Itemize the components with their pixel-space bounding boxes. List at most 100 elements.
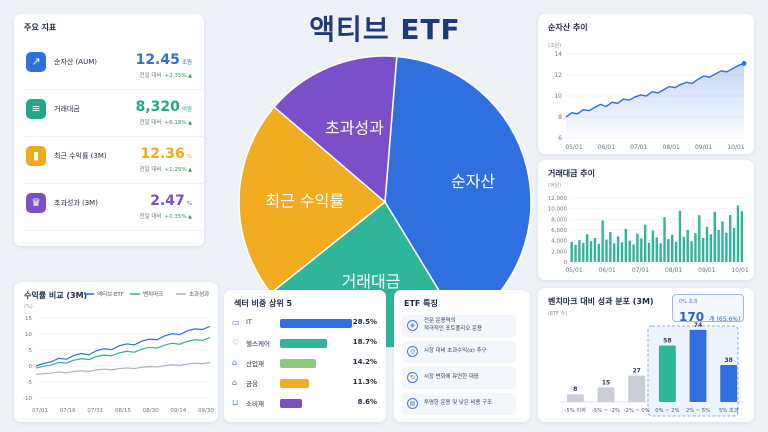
- volume-bar: [725, 232, 728, 262]
- aum-title: 순자산 추이: [548, 23, 588, 32]
- pie-label: 거래대금: [342, 272, 401, 291]
- dist-bar: [628, 375, 646, 402]
- dist-bar-value: 27: [632, 368, 640, 375]
- y-tick-label: 12: [554, 72, 562, 79]
- sector-bar: [280, 319, 352, 328]
- x-tick-label: 08/30: [143, 408, 159, 414]
- volume-bar: [628, 240, 631, 262]
- return-title: 수익률 비교 (3M): [24, 291, 88, 300]
- dist-callout: 0% 초과 170 개 (65.6%): [672, 294, 744, 324]
- volume-bar: [616, 236, 620, 262]
- volume-bar: [671, 234, 674, 262]
- y-tick-label: 2,000: [551, 249, 567, 255]
- kpi-item: ≡ 거래대금 8,320 억원 전일 대비 +6.18% ▲: [24, 91, 204, 137]
- sector-name: 헬스케어: [246, 340, 270, 348]
- aum-unit: (조원): [548, 43, 562, 49]
- feature-text: 시장 대비 초과수익(α) 추구: [424, 348, 512, 356]
- x-tick-label: 09/30: [198, 408, 214, 414]
- kpi-number: 2.47: [150, 193, 185, 209]
- kpi-change-value: +1.25%: [164, 167, 187, 173]
- kpi-change-label: 전일 대비: [139, 214, 162, 220]
- volume-bar: [732, 227, 736, 262]
- volume-bar: [674, 241, 678, 262]
- pie-label: 최근 수익률: [265, 192, 344, 211]
- dist-category: -5% 이하: [565, 406, 587, 414]
- aum-area: [566, 63, 744, 139]
- kpi-label: 순자산 (AUM): [54, 58, 97, 66]
- feature-item: ▤ 투명한 운용 및 낮은 비용 구조: [402, 393, 516, 415]
- aum-end-point: [741, 61, 747, 66]
- kpi-change-value: +0.35%: [164, 214, 187, 220]
- dist-bar: [597, 387, 615, 402]
- volume-bar: [729, 215, 732, 262]
- aum-card: 순자산 추이 (조원) 14 12 10 8 6 05/01 06/01 07/01 08/01…: [538, 14, 754, 154]
- dist-category: -2% ~ 0%: [624, 408, 650, 414]
- kpi-number: 12.45: [135, 52, 180, 68]
- kpi-change-value: +6.18%: [164, 120, 187, 126]
- sector-pct: 28.5%: [352, 318, 377, 326]
- volume-bar: [601, 220, 604, 262]
- volume-bar: [678, 210, 682, 262]
- aum-line: [565, 62, 745, 118]
- dist-callout-value: 170: [679, 310, 705, 324]
- feature-text: 시장 변화에 유연한 대응: [424, 374, 512, 382]
- dist-title: 벤치마크 대비 성과 분포 (3M): [548, 297, 654, 306]
- sector-name: 금융: [246, 380, 258, 388]
- x-tick-label: 08/15: [115, 408, 131, 414]
- x-tick-label: 08/01: [665, 267, 682, 274]
- sector-name: 소비재: [246, 400, 264, 408]
- volume-bar: [651, 230, 655, 262]
- dist-category: 2% ~ 5%: [686, 408, 710, 414]
- legend-label: 액티브 ETF: [97, 290, 124, 298]
- x-tick-label: 09/01: [695, 144, 712, 151]
- dist-bar-value: 74: [694, 322, 702, 329]
- kpi-change: 전일 대비 +0.35% ▲: [139, 212, 192, 220]
- sector-name: 산업재: [246, 360, 264, 368]
- volume-bar: [655, 237, 658, 262]
- sector-pct: 14.2%: [352, 358, 377, 366]
- dist-unit: (ETF 수): [548, 311, 568, 317]
- feature-item: ◎ 시장 대비 초과수익(α) 추구: [402, 341, 516, 363]
- kpi-label: 거래대금: [54, 105, 80, 113]
- dist-callout-sub: 개 (65.6%): [709, 316, 741, 323]
- volume-bar: [589, 241, 593, 262]
- features-title: ETF 특징: [404, 299, 438, 308]
- kpi-value: 2.47%: [150, 193, 192, 209]
- volume-bar: [643, 224, 647, 262]
- sector-name: IT: [246, 318, 252, 326]
- kpi-card: 주요 지표 ↗ 순자산 (AUM) 12.45 조원 전일 대비 +2.35% ▲ ≡ 거래대…: [14, 14, 204, 246]
- up-arrow-icon: ▲: [186, 73, 192, 79]
- bank-icon: ⌂: [232, 378, 238, 387]
- dist-bar-value: 8: [573, 386, 577, 393]
- volume-bar: [709, 234, 713, 262]
- y-tick-label: 8: [558, 114, 562, 121]
- y-tick-label: 12,000: [548, 196, 568, 202]
- feature-line: 시장 변화에 유연한 대응: [424, 374, 479, 380]
- volume-bar: [717, 230, 720, 262]
- return-card: 수익률 비교 (3M) (%) 액티브 ETF 벤치마크 초과성과 15 10 5 0 -5 -…: [14, 282, 218, 422]
- x-tick-label: 06/01: [599, 267, 616, 274]
- feature-item: ◈ 전문 운용역의 적극적인 포트폴리오 운용: [402, 315, 516, 337]
- y-tick-label: -10: [23, 396, 32, 402]
- dist-callout-label: 0% 초과: [679, 299, 698, 305]
- volume-bar: [605, 239, 608, 262]
- dist-category: 5% 초과: [719, 406, 739, 414]
- series-line: [35, 361, 211, 375]
- page-title: 액티브 ETF: [309, 13, 461, 46]
- kpi-unit: 억원: [181, 107, 192, 113]
- kpi-item: ↗ 순자산 (AUM) 12.45 조원 전일 대비 +2.35% ▲: [24, 44, 204, 90]
- volume-bar: [578, 240, 581, 262]
- dist-bar: [689, 329, 707, 402]
- volume-bar: [624, 228, 628, 262]
- kpi-unit: %: [186, 154, 192, 160]
- volume-card: 거래대금 추이 (억원) 12,000 10,000 8,000 6,000 4,000…: [538, 160, 754, 280]
- volume-bar: [609, 232, 612, 262]
- shield-icon: ◈: [407, 320, 418, 331]
- dist-bar: [658, 345, 676, 402]
- volume-bar: [690, 241, 693, 262]
- x-tick-label: 05/01: [565, 267, 582, 274]
- y-tick-label: 10,000: [548, 207, 568, 213]
- pie-slice: [273, 55, 398, 204]
- series-line: [35, 325, 211, 367]
- kpi-card-title: 주요 지표: [24, 23, 57, 32]
